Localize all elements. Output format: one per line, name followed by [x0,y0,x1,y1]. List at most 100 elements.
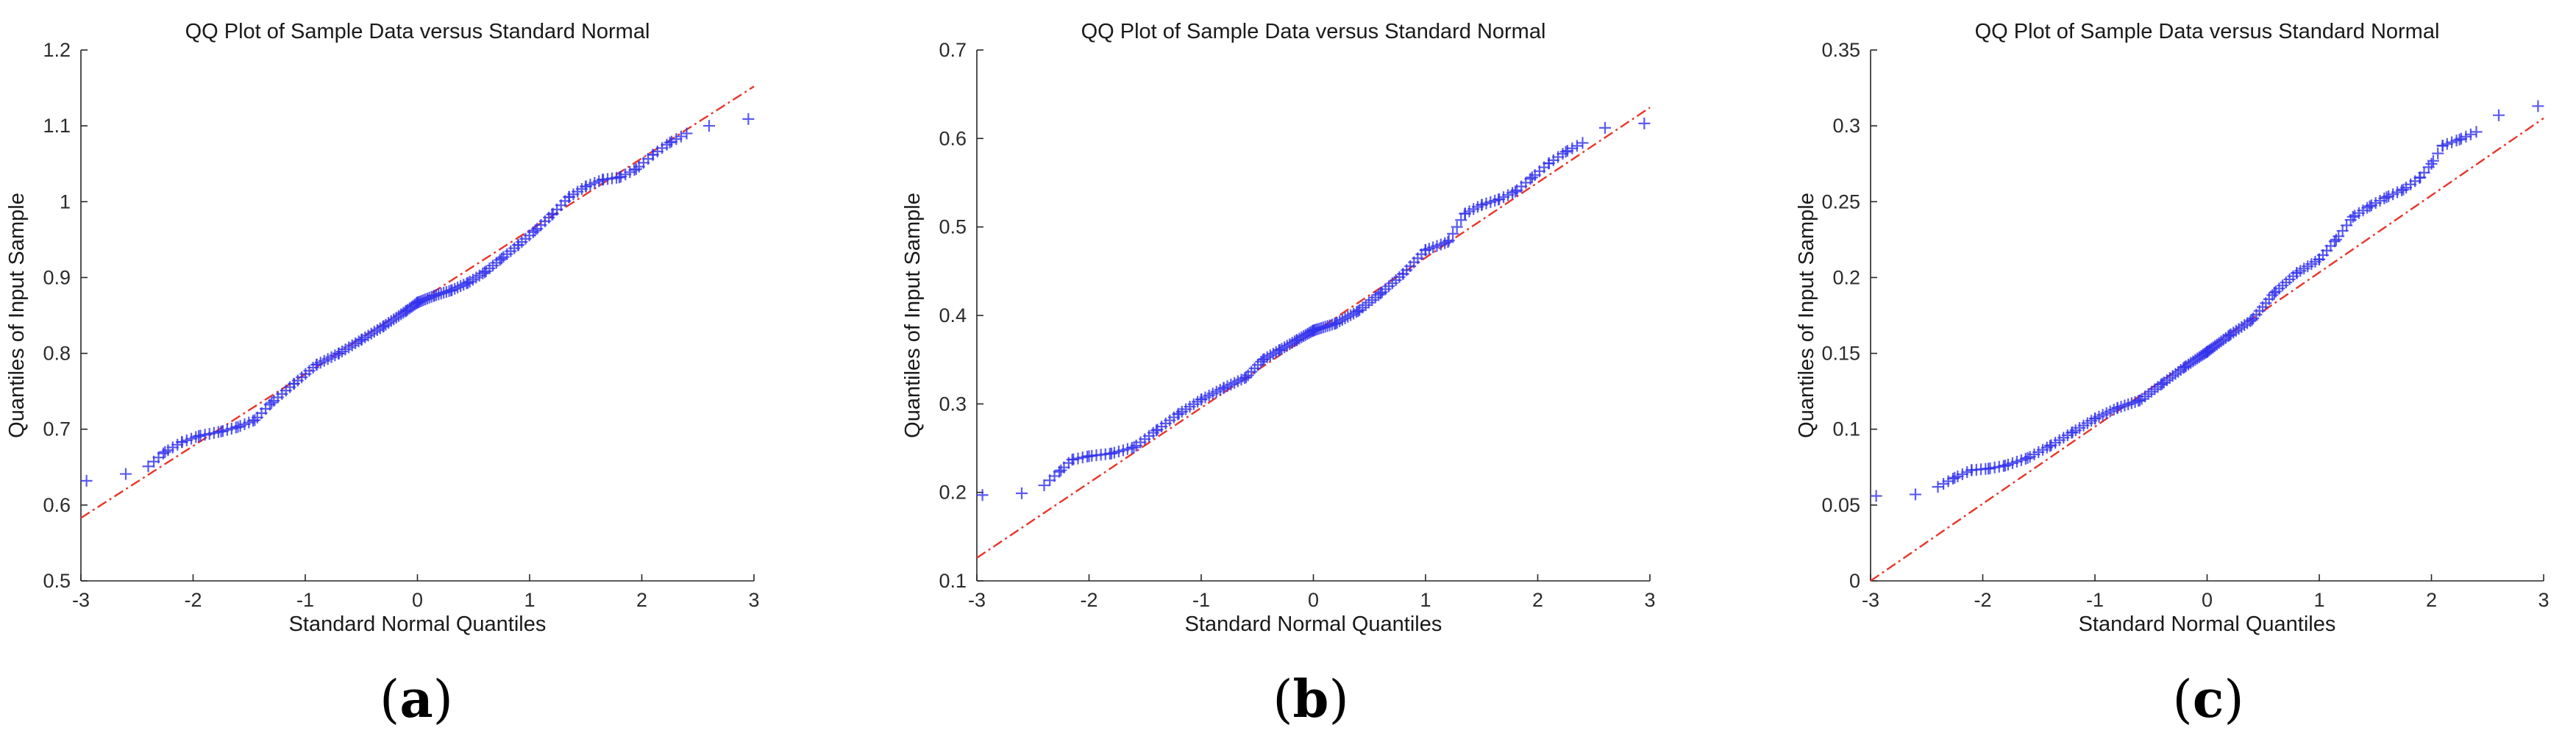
data-point [1932,481,1944,493]
data-point [2111,401,2124,414]
data-point [1442,236,1454,249]
y-tick-label: 0.8 [43,343,71,365]
data-point [1339,312,1351,324]
data-point [2470,126,2483,138]
data-point [2432,147,2444,160]
x-tick-label: 3 [2538,589,2549,611]
y-tick-label: 1.2 [43,39,71,61]
x-tick-label: -2 [184,589,202,611]
data-point [1566,142,1579,154]
data-point [1106,447,1117,460]
data-point [2414,171,2427,184]
data-point [2246,314,2258,326]
data-point [2155,379,2167,391]
data-point [80,474,93,487]
data-point [2134,394,2146,407]
x-tick-label: 1 [1420,589,1431,611]
y-tick-label: 1.1 [43,115,71,137]
data-point [703,120,715,132]
y-tick-label: 0.1 [1832,418,1860,440]
data-point [1375,287,1387,299]
y-tick-label: 0.5 [939,216,967,238]
data-point [462,276,474,289]
data-point [2532,100,2544,113]
data-point [2291,267,2303,279]
data-point [1273,343,1286,356]
y-tick-label: 0.9 [43,266,71,288]
data-point [1281,340,1293,352]
data-point [2380,191,2393,204]
caption-close: ) [2224,669,2244,729]
data-point [680,127,693,140]
data-point [1459,207,1471,220]
x-tick-label: 1 [524,589,535,611]
data-point [1492,193,1505,206]
chart-title: QQ Plot of Sample Data versus Standard N… [1975,20,2440,43]
data-point [2269,287,2280,299]
data-point [355,334,368,346]
data-point [1055,464,1067,476]
data-point [512,239,524,251]
data-point [1455,214,1467,226]
caption-open: ( [1273,669,1292,729]
qq-plot-panel-a: QQ Plot of Sample Data versus Standard N… [5,20,760,729]
data-point [1910,488,1921,501]
data-point [2460,130,2472,143]
data-point [2044,440,2056,452]
data-point [438,287,450,299]
data-point [665,135,677,148]
data-point [1128,441,1140,454]
data-point [332,347,345,360]
y-tick-label: 1 [60,190,71,213]
y-tick-label: 0.25 [1821,190,1860,213]
y-tick-label: 0.6 [939,127,967,149]
data-point [142,460,154,473]
data-point [362,329,374,342]
x-tick-label: -3 [968,589,986,611]
y-tick-label: 0.35 [1821,39,1860,61]
data-point [249,414,261,426]
x-tick-label: -1 [296,589,314,611]
data-point [2066,426,2079,438]
data-point [176,436,188,449]
y-axis-label: Quantiles of Input Sample [901,193,925,438]
y-tick-label: 0.4 [939,304,967,326]
data-point [2493,109,2505,121]
x-axis-label: Standard Normal Quantiles [2079,612,2336,636]
data-point [2156,377,2168,390]
data-point [215,425,227,438]
data-point [1870,490,1882,502]
data-point [2425,157,2438,170]
data-point [1561,145,1573,157]
data-point [1999,460,2011,472]
x-tick-label: 2 [636,589,647,611]
data-point [1352,304,1365,317]
caption-open: ( [380,669,399,729]
data-point [2427,154,2439,167]
data-point [1420,243,1431,256]
data-point [266,396,278,409]
panel-caption: (b) [1273,668,1349,729]
y-tick-label: 0.1 [939,570,967,592]
x-tick-label: 3 [748,589,759,611]
data-point [452,281,464,293]
y-tick-label: 0.7 [43,418,71,440]
data-point [563,191,575,204]
data-point [630,162,642,175]
data-point [1949,471,1961,484]
x-axis-label: Standard Normal Quantiles [289,612,547,636]
data-point [1965,464,1978,476]
qq-plot-panel-b: QQ Plot of Sample Data versus Standard N… [901,20,1656,729]
data-point [1447,227,1459,240]
caption-letter: a [399,668,433,729]
data-point [365,327,377,340]
data-point [2330,233,2342,246]
y-tick-label: 0.2 [1832,266,1860,288]
data-point [670,133,683,146]
chart-title: QQ Plot of Sample Data versus Standard N… [185,20,650,43]
data-point [428,290,441,302]
data-point [663,136,676,149]
data-point [377,320,390,332]
data-point [232,421,244,433]
caption-close: ) [1328,669,1348,729]
